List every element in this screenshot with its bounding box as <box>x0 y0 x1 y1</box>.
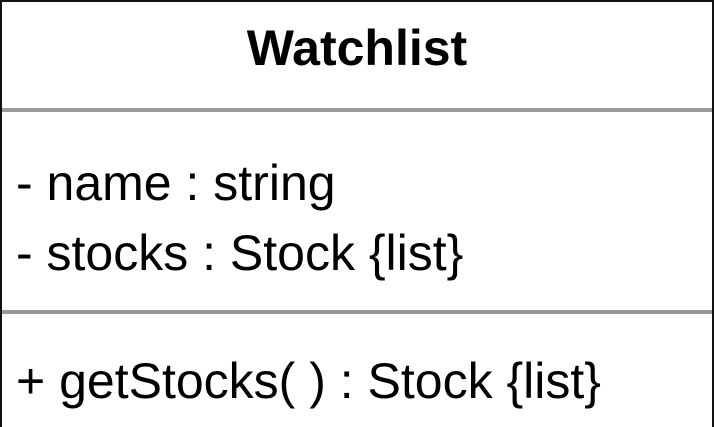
class-name: Watchlist <box>246 20 468 76</box>
attributes-compartment: - name : string - stocks : Stock {list} <box>2 112 712 314</box>
class-name-compartment: Watchlist <box>2 2 712 112</box>
attribute-name: - name : string <box>16 155 336 211</box>
attribute-stocks: - stocks : Stock {list} <box>16 225 464 281</box>
operation-get-stocks: + getStocks( ) : Stock {list} <box>16 353 601 409</box>
operations-compartment: + getStocks( ) : Stock {list} <box>2 314 712 416</box>
